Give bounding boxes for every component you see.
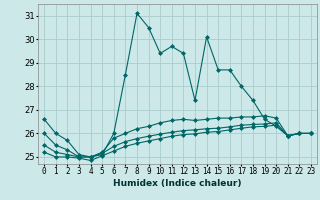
X-axis label: Humidex (Indice chaleur): Humidex (Indice chaleur) — [113, 179, 242, 188]
